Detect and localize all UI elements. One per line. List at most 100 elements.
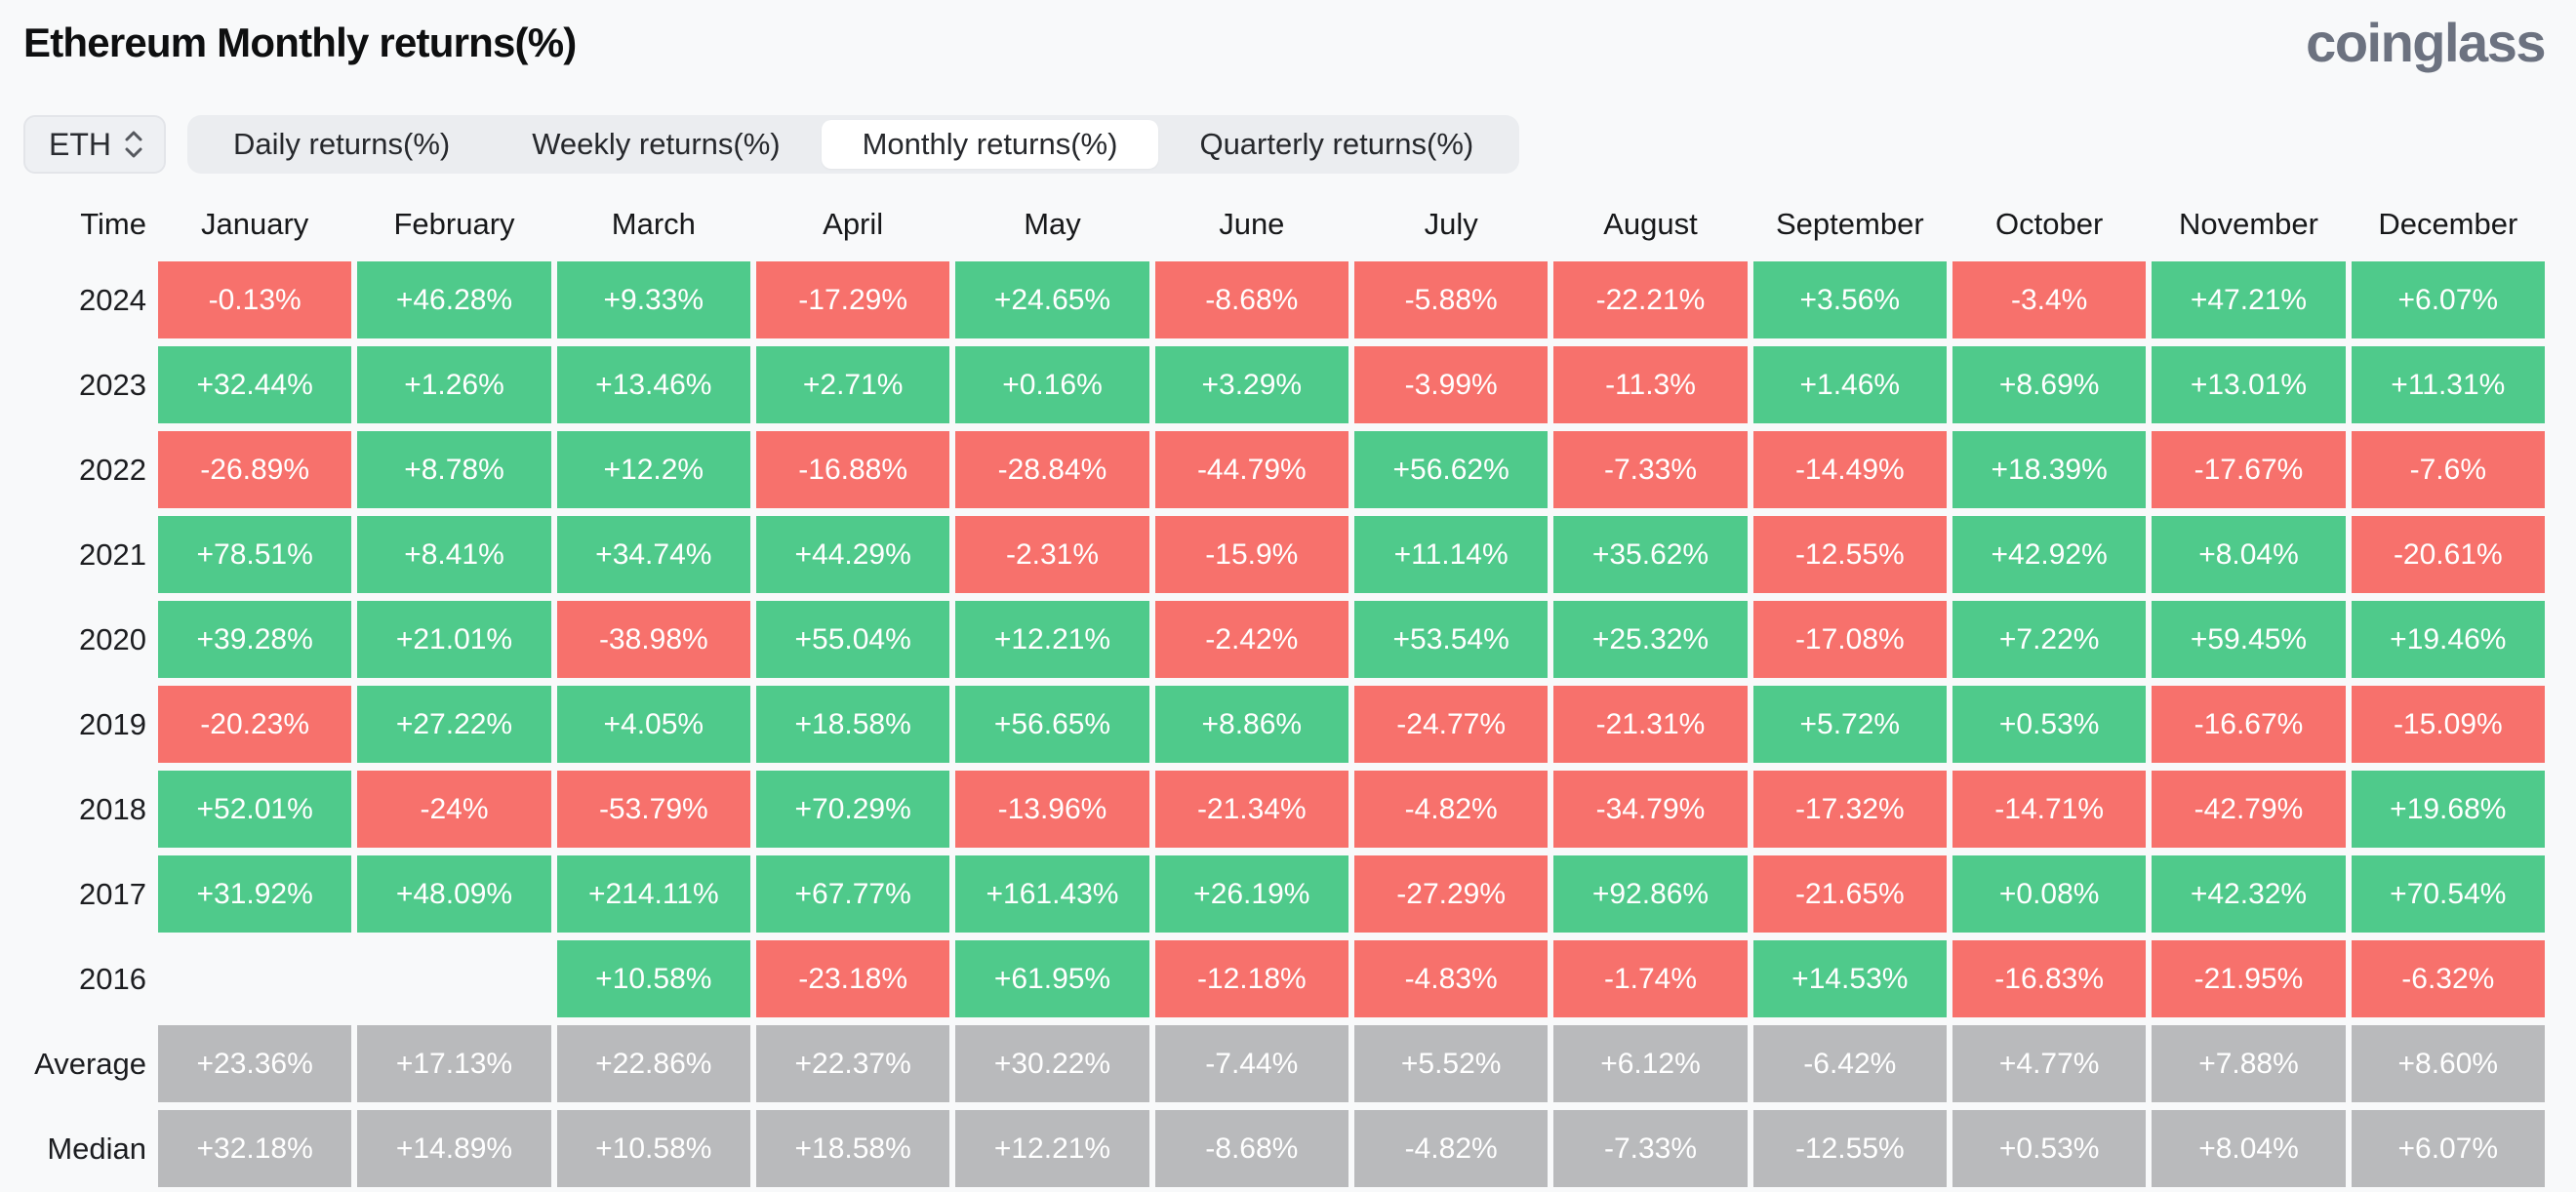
return-cell (158, 940, 351, 1017)
month-header: September (1776, 207, 1924, 241)
table-row: 2022 -26.89% +8.78% +12.2% -16.88% -28.84% -44… (23, 431, 2545, 508)
return-cell: +21.01% (357, 601, 551, 678)
return-cell: +12.21% (955, 1110, 1149, 1187)
return-cell: +10.58% (556, 940, 750, 1017)
return-cell: -34.79% (1553, 771, 1748, 848)
return-cell: +67.77% (755, 855, 950, 933)
return-cell: -20.23% (158, 686, 352, 763)
return-cell: +0.53% (1952, 686, 2147, 763)
return-cell: -24% (357, 771, 551, 848)
return-cell: +46.28% (357, 261, 551, 338)
return-cell: +12.21% (955, 601, 1149, 678)
return-cell: +34.74% (556, 516, 750, 593)
tab-monthly-returns[interactable]: Monthly returns(%) (821, 120, 1159, 169)
return-cell: -17.29% (755, 261, 950, 338)
table-row: 2023 +32.44% +1.26% +13.46% +2.71% +0.16% +3.2… (23, 346, 2545, 423)
table-row: Median +32.18% +14.89% +10.58% +18.58% +12.21… (23, 1110, 2545, 1187)
table-row: Average +23.36% +17.13% +22.86% +22.37% +30.2… (23, 1025, 2545, 1102)
return-cell: -5.88% (1353, 261, 1549, 338)
return-cell: +18.39% (1952, 431, 2147, 508)
return-cell: +6.07% (2351, 1110, 2545, 1187)
return-cell: +4.05% (556, 686, 750, 763)
return-cell (357, 940, 550, 1017)
month-header: August (1603, 207, 1698, 241)
return-cell: -3.99% (1353, 346, 1549, 423)
return-cell: -38.98% (556, 601, 750, 678)
table-row: 2019 -20.23% +27.22% +4.05% +18.58% +56.65% +8… (23, 686, 2545, 763)
coinglass-logo[interactable]: coinglass (2306, 12, 2546, 73)
return-cell: +55.04% (755, 601, 950, 678)
return-cell: +22.37% (755, 1025, 950, 1102)
return-cell: -26.89% (158, 431, 352, 508)
return-cell: -2.42% (1154, 601, 1348, 678)
table-row: 2024 -0.13% +46.28% +9.33% -17.29% +24.65% -8.… (23, 261, 2545, 338)
month-header: February (393, 207, 515, 241)
return-cell: -21.95% (2152, 940, 2346, 1017)
tab-quarterly-returns[interactable]: Quarterly returns(%) (1158, 120, 1514, 169)
return-cell: +0.16% (955, 346, 1149, 423)
return-cell: +161.43% (955, 855, 1149, 933)
month-header: January (201, 207, 309, 241)
table-row: 2016 +10.58% -23.18% +61.95% -12.18% -4.83% -1… (23, 940, 2545, 1017)
return-cell: +8.60% (2351, 1025, 2545, 1102)
month-header: July (1424, 207, 1478, 241)
return-cell: +8.41% (357, 516, 551, 593)
return-cell: -7.33% (1553, 431, 1748, 508)
return-cell: +3.56% (1752, 261, 1947, 338)
return-cell: +7.22% (1952, 601, 2147, 678)
return-cell: -17.67% (2152, 431, 2346, 508)
return-cell: +31.92% (158, 855, 352, 933)
row-label: 2022 (79, 452, 146, 487)
return-cell: -3.4% (1952, 261, 2147, 338)
return-cell: +23.36% (158, 1025, 352, 1102)
return-cell: +53.54% (1353, 601, 1549, 678)
return-cell: +12.2% (556, 431, 750, 508)
tab-daily-returns[interactable]: Daily returns(%) (192, 120, 491, 169)
symbol-select-value: ETH (49, 126, 111, 162)
return-cell: -12.55% (1752, 1110, 1947, 1187)
return-cell: +4.77% (1952, 1025, 2147, 1102)
returns-period-tabs: Daily returns(%) Weekly returns(%) Monthly… (187, 115, 1520, 174)
return-cell: +18.58% (755, 1110, 950, 1187)
return-cell: +35.62% (1553, 516, 1748, 593)
return-cell: +92.86% (1553, 855, 1748, 933)
return-cell: -16.67% (2152, 686, 2346, 763)
row-label: 2021 (79, 536, 146, 572)
return-cell: -23.18% (755, 940, 950, 1017)
tab-weekly-returns[interactable]: Weekly returns(%) (491, 120, 821, 169)
return-cell: +10.58% (556, 1110, 750, 1187)
return-cell: -2.31% (955, 516, 1149, 593)
table-row: 2021 +78.51% +8.41% +34.74% +44.29% -2.31% -15… (23, 516, 2545, 593)
table-row: 2017 +31.92% +48.09% +214.11% +67.77% +161.43… (23, 855, 2545, 933)
return-cell: -4.83% (1353, 940, 1549, 1017)
return-cell: +19.68% (2351, 771, 2545, 848)
return-cell: -53.79% (556, 771, 750, 848)
return-cell: -17.08% (1752, 601, 1947, 678)
return-cell: +78.51% (158, 516, 352, 593)
return-cell: +56.65% (955, 686, 1149, 763)
table-row: 2018 +52.01% -24% -53.79% +70.29% -13.96% -21.… (23, 771, 2545, 848)
month-header: December (2378, 207, 2518, 241)
return-cell: +70.29% (755, 771, 950, 848)
return-cell: -8.68% (1154, 1110, 1348, 1187)
return-cell: +2.71% (755, 346, 950, 423)
return-cell: +3.29% (1154, 346, 1348, 423)
symbol-select[interactable]: ETH (23, 115, 166, 174)
return-cell: +30.22% (955, 1025, 1149, 1102)
page-title: Ethereum Monthly returns(%) (23, 20, 577, 65)
row-label: 2024 (79, 282, 146, 317)
return-cell: +61.95% (955, 940, 1149, 1017)
return-cell: +14.53% (1752, 940, 1947, 1017)
return-cell: +11.31% (2351, 346, 2545, 423)
return-cell: +8.69% (1952, 346, 2147, 423)
return-cell: -15.9% (1154, 516, 1348, 593)
table-body: 2024 -0.13% +46.28% +9.33% -17.29% +24.65% -8.… (23, 261, 2545, 1187)
row-label: 2016 (79, 961, 146, 996)
return-cell: -13.96% (955, 771, 1149, 848)
row-label: 2018 (79, 791, 146, 826)
return-cell: +22.86% (556, 1025, 750, 1102)
return-cell: -11.3% (1553, 346, 1748, 423)
return-cell: +44.29% (755, 516, 950, 593)
return-cell: -8.68% (1154, 261, 1348, 338)
